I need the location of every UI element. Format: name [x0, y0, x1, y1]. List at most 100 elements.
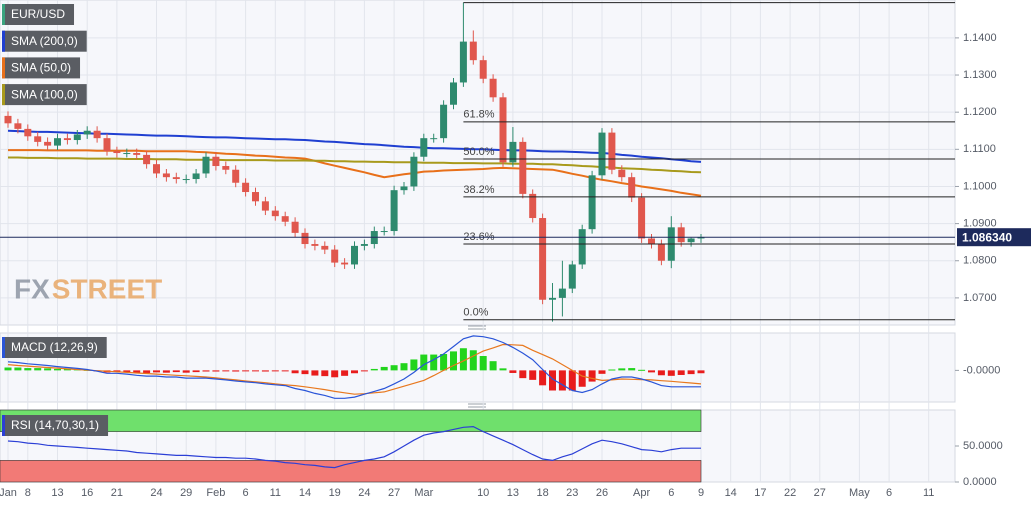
fibonacci-label: 38.2%	[463, 184, 494, 196]
y-tick-label: 1.1400	[963, 32, 997, 44]
histogram-bar	[360, 370, 368, 372]
fibonacci-label: 50.0%	[463, 146, 494, 158]
y-tick-label: 1.1200	[963, 106, 997, 118]
x-tick-label: 10	[477, 487, 489, 499]
legend-swatch	[2, 4, 5, 25]
legend-label: SMA (100,0)	[11, 87, 78, 101]
histogram-bar	[420, 354, 428, 371]
y-tick-label: 1.1300	[963, 69, 997, 81]
histogram-bar	[301, 370, 309, 375]
candle-body	[380, 231, 388, 233]
indicator-title-box[interactable]	[2, 415, 109, 436]
sma-line	[8, 149, 702, 197]
candle-body	[212, 156, 220, 167]
histogram-bar	[291, 370, 299, 374]
histogram-bar	[14, 367, 22, 371]
legend-swatch	[2, 57, 5, 79]
histogram-bar	[519, 370, 527, 379]
candle-body	[311, 244, 319, 246]
candle-body	[172, 177, 180, 180]
y-tick-label: 0.0000	[963, 476, 997, 488]
histogram-bar	[657, 370, 665, 376]
candle-body	[281, 216, 289, 222]
histogram-bar	[341, 370, 349, 376]
candle-body	[222, 166, 230, 170]
histogram-bar	[321, 370, 329, 377]
histogram-bar	[667, 370, 675, 376]
histogram-bar	[440, 353, 448, 371]
x-tick-label: 19	[329, 487, 341, 499]
histogram-bar	[34, 368, 42, 371]
candle-body	[677, 227, 685, 243]
histogram-bar	[608, 369, 616, 371]
x-tick-label: 21	[111, 487, 123, 499]
x-tick-label: 27	[388, 487, 400, 499]
histogram-bar	[44, 368, 52, 371]
candle-body	[261, 201, 269, 211]
histogram-bar	[212, 370, 220, 372]
histogram-bar	[232, 370, 240, 372]
histogram-bar	[390, 365, 398, 371]
x-tick-label: May	[849, 487, 870, 499]
histogram-bar	[687, 370, 695, 375]
y-tick-label: 1.1000	[963, 180, 997, 192]
x-tick-label: 18	[536, 487, 548, 499]
histogram-bar	[24, 368, 32, 371]
histogram-bar	[172, 370, 180, 373]
candle-body	[568, 264, 576, 289]
candle-body	[598, 132, 606, 176]
legend-box[interactable]	[2, 57, 81, 79]
candle-body	[529, 193, 537, 219]
histogram-bar	[410, 359, 418, 371]
indicator-title: MACD (12,26,9)	[11, 340, 98, 354]
histogram-bar	[618, 368, 626, 371]
candle-body	[321, 245, 329, 250]
legend-box[interactable]	[2, 30, 87, 52]
macd-line	[7, 335, 701, 399]
overbought-zone	[0, 409, 702, 432]
x-tick-label: 6	[243, 487, 249, 499]
histogram-bar	[677, 370, 685, 375]
legend-label: SMA (200,0)	[11, 34, 78, 48]
legend-box[interactable]	[2, 84, 87, 106]
candle-body	[331, 249, 339, 263]
histogram-bar	[242, 370, 250, 372]
legend-box[interactable]	[2, 4, 75, 25]
x-tick-label: 9	[698, 487, 704, 499]
histogram-bar	[539, 370, 547, 386]
legend-swatch	[2, 84, 5, 106]
candle-body	[479, 60, 487, 79]
y-tick-label: 1.0800	[963, 255, 997, 267]
histogram-bar	[697, 370, 705, 374]
histogram-bar	[568, 370, 576, 391]
candle-body	[271, 210, 279, 217]
x-tick-label: Apr	[633, 487, 650, 499]
candle-body	[638, 197, 646, 239]
indicator-title-box[interactable]	[2, 337, 107, 358]
y-tick-label: 1.1100	[963, 143, 996, 155]
histogram-bar	[638, 369, 646, 371]
x-tick-label: Jan	[0, 487, 17, 499]
watermark: FX	[14, 273, 50, 304]
legend-label: EUR/USD	[11, 7, 65, 21]
histogram-bar	[261, 370, 269, 372]
candle-body	[608, 132, 616, 170]
candle-body	[519, 141, 527, 194]
candle-body	[133, 153, 141, 155]
candle-body	[44, 141, 52, 146]
signal-line	[7, 343, 702, 395]
histogram-bar	[133, 370, 141, 373]
y-tick-label: 1.0700	[963, 292, 997, 304]
macd-panel	[0, 332, 956, 403]
last-price-label: 1.086340	[962, 230, 1012, 244]
histogram-bar	[628, 368, 636, 371]
y-tick-label: 1.0900	[963, 218, 997, 230]
histogram-bar	[578, 370, 586, 387]
indicator-title: RSI (14,70,30,1)	[11, 418, 99, 432]
legend-swatch	[2, 30, 5, 52]
fibonacci-label: 0.0%	[463, 307, 488, 319]
rsi-line	[7, 425, 701, 469]
x-tick-label: 24	[150, 487, 162, 499]
x-tick-label: 16	[81, 487, 93, 499]
candle-body	[440, 104, 448, 139]
